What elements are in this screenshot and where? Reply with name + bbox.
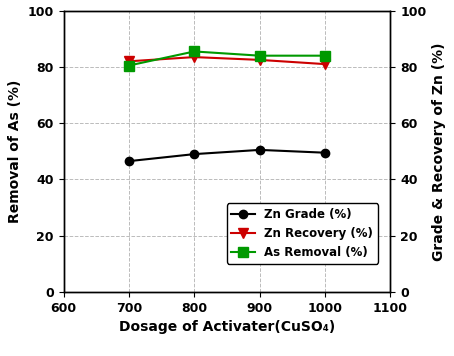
As Removal (%)	[192, 49, 197, 54]
Zn Grade (%)	[322, 151, 328, 155]
Zn Recovery (%)	[192, 55, 197, 59]
Zn Recovery (%)	[322, 62, 328, 66]
X-axis label: Dosage of Activater(CuSO₄): Dosage of Activater(CuSO₄)	[119, 320, 335, 334]
Zn Recovery (%)	[126, 59, 132, 63]
Y-axis label: Grade & Recovery of Zn (%): Grade & Recovery of Zn (%)	[432, 42, 446, 261]
Line: Zn Grade (%): Zn Grade (%)	[125, 146, 329, 165]
As Removal (%)	[126, 63, 132, 68]
Zn Recovery (%)	[257, 58, 262, 62]
Y-axis label: Removal of As (%): Removal of As (%)	[8, 80, 22, 223]
As Removal (%)	[322, 53, 328, 58]
Zn Grade (%)	[126, 159, 132, 163]
Zn Grade (%)	[257, 148, 262, 152]
Legend: Zn Grade (%), Zn Recovery (%), As Removal (%): Zn Grade (%), Zn Recovery (%), As Remova…	[227, 203, 378, 263]
Line: As Removal (%): As Removal (%)	[124, 47, 330, 70]
Zn Grade (%)	[192, 152, 197, 156]
Line: Zn Recovery (%): Zn Recovery (%)	[124, 52, 330, 69]
As Removal (%)	[257, 53, 262, 58]
